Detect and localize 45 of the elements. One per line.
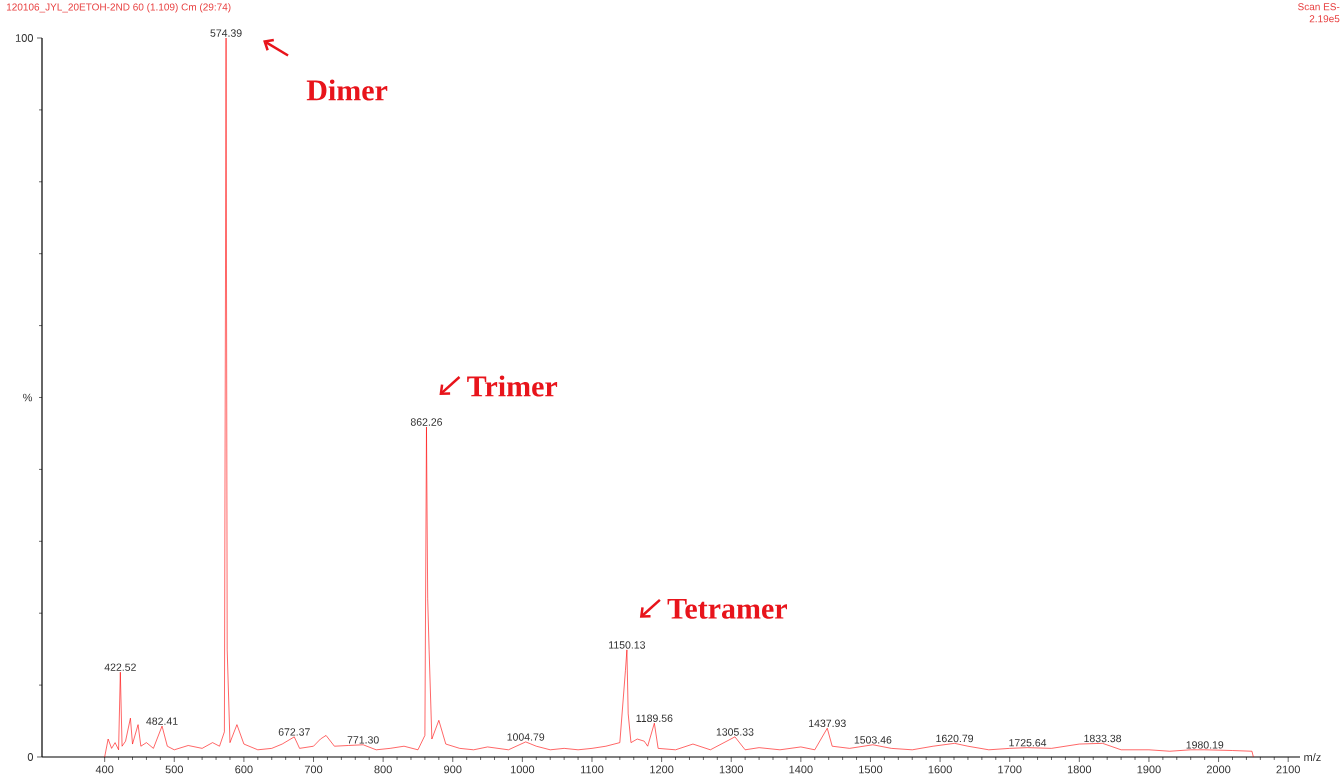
- x-tick-label: 800: [374, 765, 392, 774]
- annotation: 1725.64: [1009, 739, 1047, 747]
- annotation: 574.39: [210, 29, 242, 37]
- x-tick-label: 1600: [928, 765, 952, 774]
- annotation: Trimer: [467, 375, 558, 397]
- annotation: 422.52: [104, 663, 136, 671]
- annotation: 1980.19: [1186, 741, 1224, 749]
- x-axis-title: m/z: [1304, 752, 1321, 762]
- x-tick-label: 1100: [581, 765, 604, 774]
- annotation: Tetramer: [667, 598, 787, 619]
- x-tick-label: 2100: [1276, 765, 1300, 774]
- x-tick-label: 1800: [1067, 765, 1092, 774]
- annotation: 482.41: [146, 717, 178, 725]
- x-tick-label: 900: [444, 765, 462, 774]
- x-tick-label: 1400: [789, 765, 813, 774]
- annotation: 1503.46: [854, 736, 892, 744]
- x-tick-label: 500: [165, 765, 184, 774]
- annotation: 862.26: [410, 418, 443, 426]
- annotation: 771.30: [347, 736, 379, 744]
- text: Scan ES-: [1298, 3, 1340, 11]
- y-tick-label: 0: [27, 753, 34, 761]
- text: 2.19e5: [1309, 15, 1340, 23]
- x-tick-label: 600: [235, 765, 253, 774]
- annotation: 1437.93: [809, 719, 846, 728]
- annotation: 672.37: [278, 728, 310, 736]
- x-tick-label: 1500: [859, 765, 883, 774]
- annotation: 1189.56: [636, 714, 673, 723]
- chart-title: 120106_JYL_20ETOH-2ND 60 (1.109) Cm (29:74): [6, 3, 231, 13]
- y-tick-label: 100: [15, 34, 34, 42]
- annotation: 1305.33: [716, 728, 754, 736]
- line-series: [104, 37, 1254, 758]
- x-tick-label: 1000: [510, 765, 535, 774]
- y-axis-title: %: [23, 393, 33, 402]
- annotation: 1150.13: [609, 641, 646, 649]
- x-tick-label: 1300: [719, 765, 744, 774]
- x-tick-label: 1900: [1137, 765, 1161, 774]
- annotation: 1833.38: [1084, 734, 1122, 743]
- x-tick-label: 2000: [1206, 765, 1231, 774]
- annotation: 1004.79: [507, 733, 545, 741]
- x-tick-label: 400: [95, 765, 114, 774]
- x-tick-label: 1200: [650, 765, 674, 774]
- x-tick-label: 1700: [998, 765, 1022, 774]
- annotation: 1620.79: [936, 734, 974, 743]
- x-tick-label: 700: [304, 765, 323, 774]
- annotation: Dimer: [306, 79, 388, 101]
